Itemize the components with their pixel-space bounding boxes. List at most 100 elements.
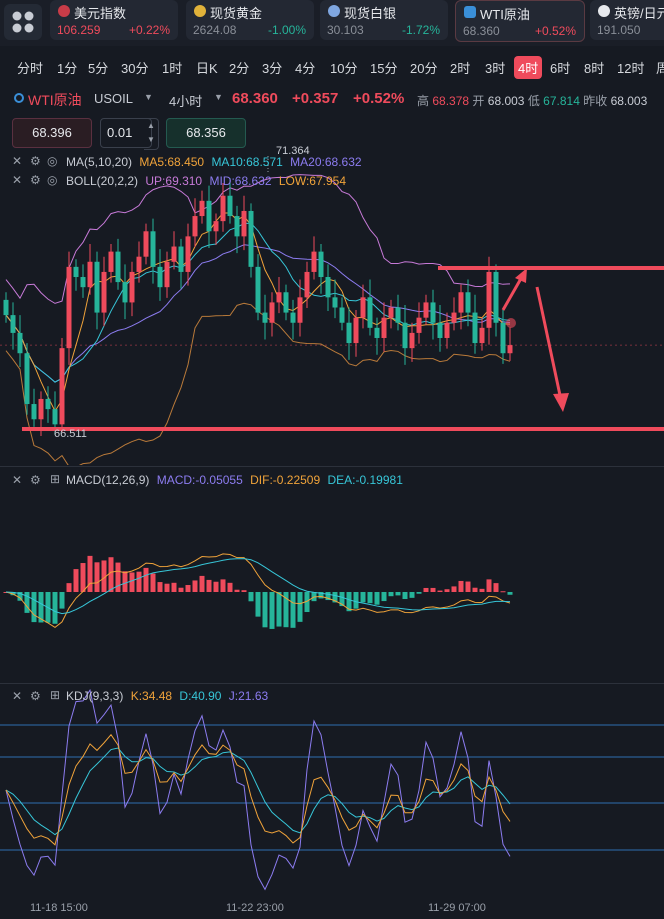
settings-icon[interactable]: ⚙ xyxy=(30,154,41,168)
settings-icon[interactable]: ⚙ xyxy=(30,689,41,703)
period-tab[interactable]: 日K xyxy=(196,61,218,76)
kdj-chart[interactable] xyxy=(0,685,664,899)
quote-card-gold[interactable]: 现货黄金 2624.08 -1.00% xyxy=(186,0,314,40)
candle-body xyxy=(409,332,415,349)
candle-body xyxy=(129,271,135,303)
macd-bar xyxy=(122,571,128,592)
d-line xyxy=(5,747,511,836)
candle-body xyxy=(479,327,485,344)
macd-bar xyxy=(248,592,254,602)
quantity-input[interactable]: 0.01 xyxy=(100,118,152,148)
macd-bar xyxy=(66,583,72,592)
period-tab[interactable]: 15分 xyxy=(370,61,398,76)
close-icon[interactable]: ✕ xyxy=(12,154,23,168)
close-icon[interactable]: ✕ xyxy=(12,473,23,487)
kdj-name: KDJ(9,3,3) xyxy=(66,689,124,703)
macd-chart[interactable] xyxy=(0,468,664,682)
quote-card-usd-index[interactable]: 美元指数 106.259 +0.22% xyxy=(50,0,178,40)
open-value: 68.003 xyxy=(487,94,525,108)
period-tab[interactable]: 10分 xyxy=(330,61,358,76)
period-tab[interactable]: 1分 xyxy=(57,61,78,76)
buy-price-button[interactable]: 68.356 xyxy=(166,118,246,148)
candle-body xyxy=(66,266,72,349)
divider xyxy=(0,466,664,467)
period-tab[interactable]: 2时 xyxy=(450,61,471,76)
period-tab[interactable]: 4时 xyxy=(514,56,543,79)
period-tab[interactable]: 1时 xyxy=(162,61,183,76)
expand-icon[interactable]: ⊞ xyxy=(50,472,61,486)
candle-body xyxy=(192,216,198,237)
macd-bar xyxy=(304,592,310,613)
time-axis-label: 11-18 15:00 xyxy=(30,902,88,914)
sell-price-button[interactable]: 68.396 xyxy=(12,118,92,148)
period-tab[interactable]: 12时 xyxy=(617,61,645,76)
candle-body xyxy=(31,404,37,420)
period-tabs: 分时 1分 5分 30分 1时 日K 2分 3分 4分 10分 15分 20分 2时 3时 4时 6时 8时 12… xyxy=(0,54,664,82)
candle-body xyxy=(3,299,9,316)
period-tab[interactable]: 2分 xyxy=(229,61,250,76)
quote-card-gbpjpy[interactable]: 英镑/日元 191.050 xyxy=(590,0,664,40)
macd-bar xyxy=(73,569,79,592)
period-tab[interactable]: 3分 xyxy=(262,61,283,76)
last-price-dot xyxy=(506,318,516,328)
period-tab[interactable]: 20分 xyxy=(410,61,438,76)
menu-button[interactable] xyxy=(4,4,42,40)
settings-icon[interactable]: ⚙ xyxy=(30,173,41,187)
macd-bar xyxy=(339,592,345,607)
period-tab[interactable]: 6时 xyxy=(550,61,571,76)
macd-bar xyxy=(171,582,177,592)
macd-bar xyxy=(367,592,373,604)
settings-icon[interactable]: ⚙ xyxy=(30,473,41,487)
macd-name: MACD(12,26,9) xyxy=(66,473,150,487)
period-tab[interactable]: 周 xyxy=(656,61,664,76)
macd-bar xyxy=(472,587,478,592)
quote-bar: 美元指数 106.259 +0.22% 现货黄金 2624.08 -1.00% … xyxy=(0,0,664,46)
stepper-down-icon[interactable]: ▼ xyxy=(147,135,155,144)
chevron-down-icon[interactable]: ▼ xyxy=(144,92,153,102)
interval-selector[interactable]: 4小时 xyxy=(169,94,203,109)
candle-body xyxy=(122,282,128,303)
quantity-stepper[interactable]: ▲ ▼ xyxy=(144,118,159,150)
candle-body xyxy=(38,398,44,420)
d-value: D:40.90 xyxy=(179,689,222,703)
candle-body xyxy=(248,210,254,267)
symbol-code[interactable]: USOIL xyxy=(94,91,134,106)
candle-body xyxy=(17,332,23,354)
period-tab[interactable]: 3时 xyxy=(485,61,506,76)
macd-bar xyxy=(297,592,303,622)
close-icon[interactable]: ✕ xyxy=(12,173,23,187)
close-icon[interactable]: ✕ xyxy=(12,689,23,703)
eye-icon[interactable]: ◎ xyxy=(47,173,58,187)
candle-body xyxy=(472,312,478,344)
period-tab[interactable]: 5分 xyxy=(88,61,109,76)
symbol-name[interactable]: WTI原油 xyxy=(28,92,82,108)
period-tab[interactable]: 8时 xyxy=(584,61,605,76)
macd-bar xyxy=(374,592,380,605)
price-chart[interactable] xyxy=(0,150,664,465)
stepper-up-icon[interactable]: ▲ xyxy=(147,121,155,130)
macd-bar xyxy=(423,587,429,592)
quote-card-silver[interactable]: 现货白银 30.103 -1.72% xyxy=(320,0,448,40)
macd-bar xyxy=(465,581,471,592)
macd-bar xyxy=(290,592,296,628)
period-tab[interactable]: 分时 xyxy=(17,61,44,76)
chevron-down-icon[interactable]: ▼ xyxy=(214,92,223,102)
period-tab[interactable]: 30分 xyxy=(121,61,149,76)
macd-bar xyxy=(199,575,205,592)
price-change: +0.357 xyxy=(292,90,339,107)
ma-name: MA(5,10,20) xyxy=(66,155,133,169)
quote-card-wti[interactable]: WTI原油 68.360 +0.52% xyxy=(455,0,585,42)
candle-body xyxy=(290,312,296,323)
macd-bar xyxy=(276,592,282,627)
expand-icon[interactable]: ⊞ xyxy=(50,688,61,702)
macd-bar xyxy=(458,580,464,592)
grid-menu-icon xyxy=(12,11,34,33)
eye-icon[interactable]: ◎ xyxy=(47,154,58,168)
macd-bar xyxy=(31,592,37,623)
candle-body xyxy=(493,271,499,323)
macd-bar xyxy=(164,583,170,592)
macd-bar xyxy=(381,592,387,602)
period-tab[interactable]: 4分 xyxy=(295,61,316,76)
candle-body xyxy=(52,409,58,425)
prev-close-value: 68.003 xyxy=(610,94,648,108)
